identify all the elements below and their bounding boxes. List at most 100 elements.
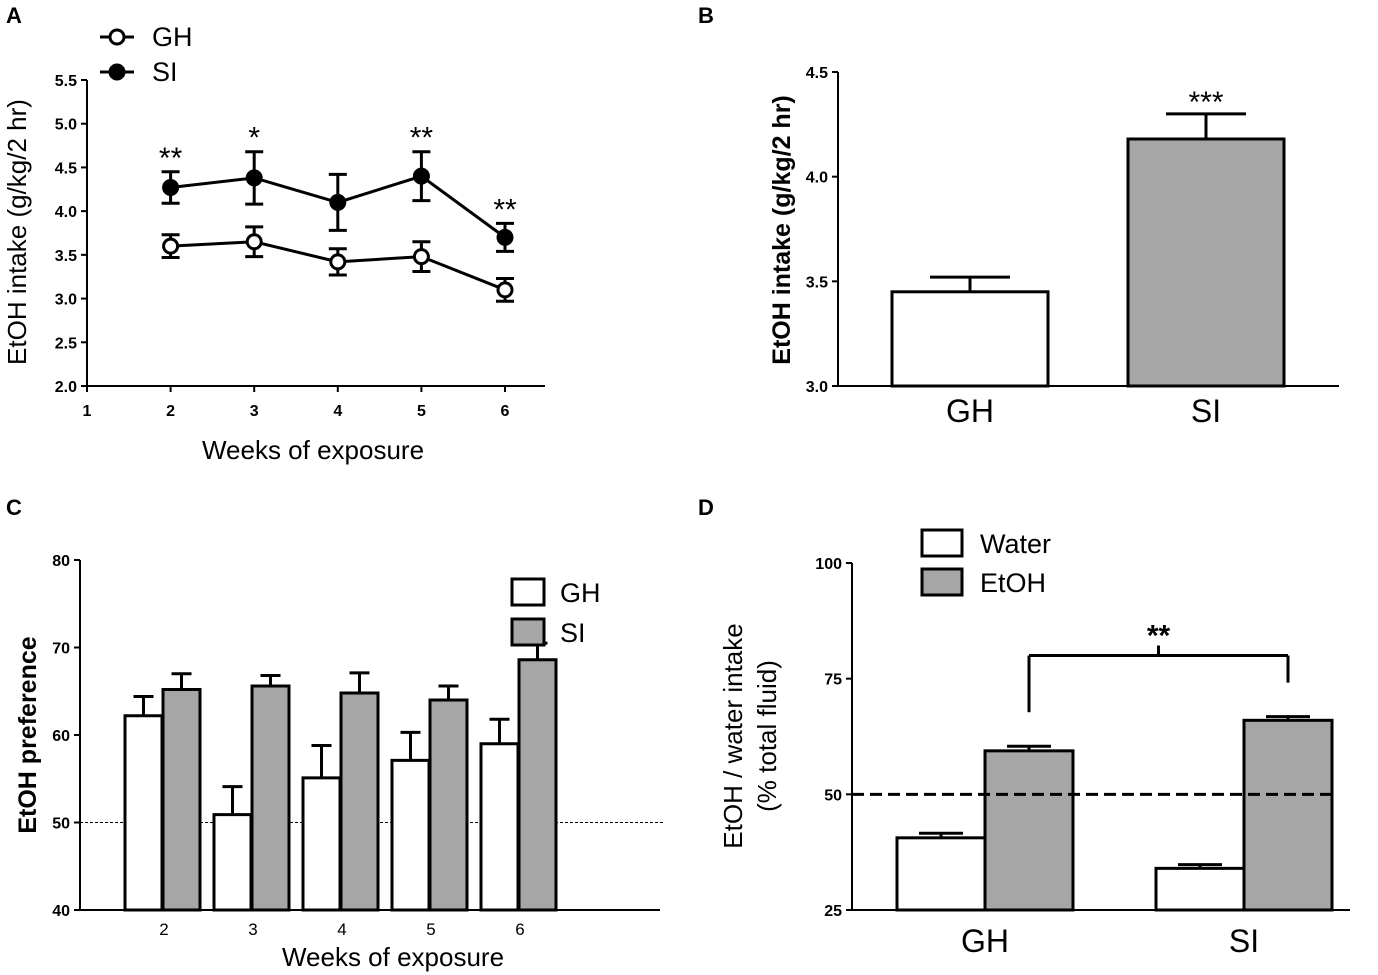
- c-xtick-label: 3: [248, 920, 257, 939]
- a-point-si: [162, 179, 180, 197]
- panel-b: B 3.0 3.5 4.0 4.5 EtOH intake (g/kg/2 hr) G…: [698, 3, 1339, 429]
- a-significance-label: **: [159, 142, 183, 175]
- c-ytick-label: 60: [52, 728, 70, 745]
- panel-b-x-categories: GH SI: [946, 393, 1221, 429]
- c-ytick-label: 70: [52, 641, 70, 658]
- panel-b-bars: [890, 112, 1286, 388]
- a-xtick-label: 6: [501, 403, 510, 420]
- a-ytick-label: 5.5: [55, 73, 77, 90]
- legend-gh-swatch: [510, 577, 546, 607]
- c-bar-gh: [301, 776, 342, 912]
- legend-water-swatch: [920, 528, 964, 558]
- a-point-gh: [496, 281, 514, 299]
- b-ytick-label: 3.5: [806, 274, 828, 291]
- b-bar-gh: [890, 290, 1050, 388]
- legend-si-marker: [108, 63, 126, 81]
- d-bar-water: [1154, 866, 1246, 912]
- panel-d-x-categories: GH SI: [961, 923, 1259, 959]
- c-xtick-label: 5: [426, 920, 435, 939]
- a-significance-label: *: [248, 122, 260, 155]
- c-bar-gh: [123, 714, 164, 912]
- b-ytick-label: 3.0: [806, 379, 828, 396]
- legend-etoh-label: EtOH: [980, 568, 1046, 598]
- panel-d-annotations: **: [1027, 620, 1290, 713]
- a-xtick-label: 5: [417, 403, 426, 420]
- panel-d: D 25 50 75 100 GH SI EtOH / water intake (% …: [698, 495, 1350, 959]
- a-significance-label: **: [410, 122, 434, 155]
- panel-a-legend: GH SI: [100, 22, 193, 87]
- panel-c-y-ticks: 40 50 60 70 80: [52, 553, 80, 920]
- panel-d-y-ticks: 25 50 75 100: [815, 556, 852, 920]
- c-xtick-label: 2: [159, 920, 168, 939]
- legend-si-label: SI: [152, 57, 178, 87]
- panel-b-y-ticks: 3.0 3.5 4.0 4.5: [806, 65, 838, 396]
- panel-d-y-axis-title-line1: EtOH / water intake: [718, 623, 748, 848]
- legend-gh-label: GH: [152, 22, 193, 52]
- b-ytick-label: 4.5: [806, 65, 828, 82]
- panel-b-y-axis-title: EtOH intake (g/kg/2 hr): [768, 95, 796, 364]
- c-bar-si: [339, 691, 380, 912]
- a-point-gh: [162, 237, 180, 255]
- b-category-label: SI: [1191, 393, 1221, 429]
- a-significance-label: **: [493, 193, 517, 226]
- panel-c-bars: [123, 641, 558, 912]
- a-ytick-label: 2.0: [55, 379, 77, 396]
- panel-a-x-axis-title: Weeks of exposure: [202, 435, 424, 465]
- c-bar-si: [428, 698, 469, 912]
- panel-c-y-axis-title: EtOH preference: [14, 636, 42, 833]
- c-bar-si: [517, 658, 558, 912]
- a-point-si: [412, 167, 430, 185]
- a-xtick-label: 2: [166, 403, 175, 420]
- panel-b-label: B: [698, 3, 714, 28]
- d-bar-water: [895, 836, 987, 912]
- a-point-si: [496, 228, 514, 246]
- a-point-gh: [329, 253, 347, 271]
- b-category-label: GH: [946, 393, 994, 429]
- c-bar-gh: [390, 758, 431, 912]
- a-point-si: [329, 193, 347, 211]
- panel-c: C 40 50 60 70 80 2 3 4 5 6 Weeks of exposure EtO…: [6, 495, 665, 972]
- a-point-si: [245, 169, 263, 187]
- panel-a-axes: [86, 80, 545, 387]
- panel-a-y-ticks: 2.0 2.5 3.0 3.5 4.0 4.5 5.0 5.5: [55, 73, 87, 396]
- d-ytick-label: 50: [824, 787, 842, 804]
- panel-a-y-axis-title: EtOH intake (g/kg/2 hr): [2, 99, 32, 365]
- c-bar-gh: [212, 813, 253, 912]
- legend-gh-label: GH: [560, 578, 601, 608]
- b-significance-label: ***: [1188, 86, 1223, 119]
- a-ytick-label: 3.5: [55, 248, 77, 265]
- panel-b-annotations: ***: [1188, 86, 1223, 119]
- legend-gh-marker: [108, 28, 126, 46]
- panel-d-label: D: [698, 495, 714, 520]
- a-ytick-label: 5.0: [55, 117, 77, 134]
- panel-d-y-axis-title-line2: (% total fluid): [752, 660, 782, 812]
- c-bar-gh: [479, 742, 520, 912]
- b-ytick-label: 4.0: [806, 170, 828, 187]
- a-xtick-label: 4: [333, 403, 342, 420]
- a-ytick-label: 2.5: [55, 335, 77, 352]
- legend-water-label: Water: [980, 529, 1051, 559]
- d-bar-etoh: [983, 749, 1075, 912]
- d-bar-etoh: [1242, 718, 1334, 912]
- b-bar-si: [1126, 137, 1286, 388]
- panel-a-label: A: [6, 3, 22, 28]
- c-ytick-label: 80: [52, 553, 70, 570]
- a-ytick-label: 3.0: [55, 292, 77, 309]
- panel-a: A 2.0 2.5 3.0 3.5 4.0 4.5 5.0 5.5 1 2 3 4 5 6 Weeks …: [2, 3, 545, 465]
- d-ytick-label: 75: [824, 672, 842, 689]
- panel-d-bars: [895, 715, 1334, 912]
- d-ytick-label: 25: [824, 903, 842, 920]
- panel-a-annotations: *** ****: [159, 122, 517, 227]
- c-xtick-label: 6: [515, 920, 524, 939]
- a-point-gh: [245, 233, 263, 251]
- a-xtick-label: 3: [250, 403, 259, 420]
- c-xtick-label: 4: [337, 920, 346, 939]
- d-category-label: GH: [961, 923, 1009, 959]
- panel-a-x-ticks: 1 2 3 4 5 6: [83, 386, 510, 420]
- d-category-label: SI: [1229, 923, 1259, 959]
- c-ytick-label: 40: [52, 903, 70, 920]
- panel-c-label: C: [6, 495, 22, 520]
- d-ytick-label: 100: [815, 556, 842, 573]
- panel-d-axes: [851, 563, 1350, 911]
